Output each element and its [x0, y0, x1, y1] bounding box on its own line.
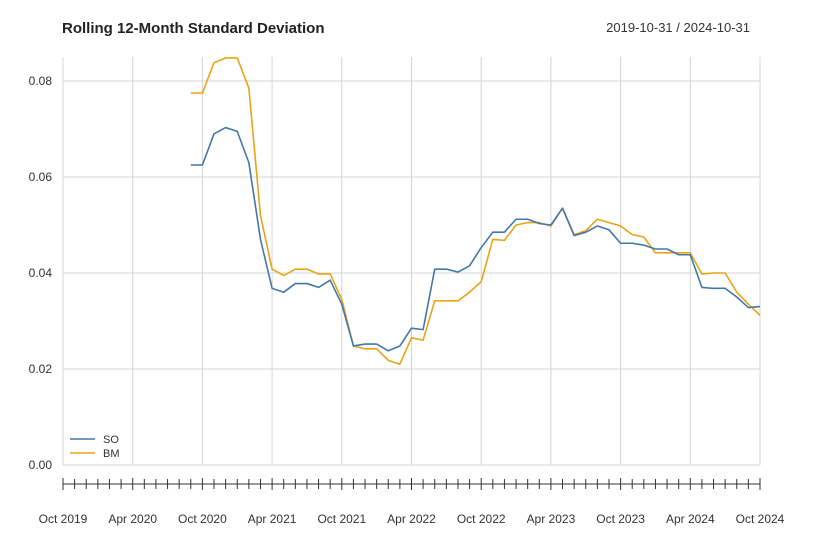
x-tick-label: Apr 2024 — [666, 512, 715, 526]
y-tick-label: 0.00 — [29, 458, 53, 472]
date-range-label: 2019-10-31 / 2024-10-31 — [606, 20, 750, 35]
y-axis-tick-labels: 0.00 0.02 0.04 0.06 0.08 — [29, 74, 53, 472]
legend-label-so: SO — [103, 434, 119, 446]
x-tick-label: Oct 2022 — [457, 512, 506, 526]
legend-label-bm: BM — [103, 448, 120, 460]
y-tick-label: 0.08 — [29, 74, 53, 88]
legend: SO BM — [70, 434, 120, 460]
x-tick-label: Apr 2020 — [108, 512, 157, 526]
y-tick-label: 0.02 — [29, 362, 53, 376]
x-tick-label: Apr 2023 — [527, 512, 576, 526]
x-tick-label: Oct 2023 — [596, 512, 645, 526]
x-axis-tick-labels: Oct 2019 Apr 2020 Oct 2020 Apr 2021 Oct 2021… — [39, 512, 785, 526]
x-tick-label: Apr 2022 — [387, 512, 436, 526]
series-line-bm — [190, 57, 761, 366]
x-tick-label: Oct 2020 — [178, 512, 227, 526]
x-tick-label: Oct 2024 — [736, 512, 785, 526]
chart-title: Rolling 12-Month Standard Deviation — [62, 20, 325, 37]
y-tick-label: 0.06 — [29, 170, 53, 184]
x-tick-label: Apr 2021 — [248, 512, 297, 526]
x-axis — [62, 478, 761, 490]
series-line-so — [190, 126, 761, 352]
grid-lines — [62, 57, 761, 466]
y-tick-label: 0.04 — [29, 266, 53, 280]
chart-header: Rolling 12-Month Standard Deviation 2019… — [62, 20, 750, 37]
series-lines — [190, 57, 761, 366]
x-tick-label: Oct 2019 — [39, 512, 88, 526]
x-tick-label: Oct 2021 — [317, 512, 366, 526]
